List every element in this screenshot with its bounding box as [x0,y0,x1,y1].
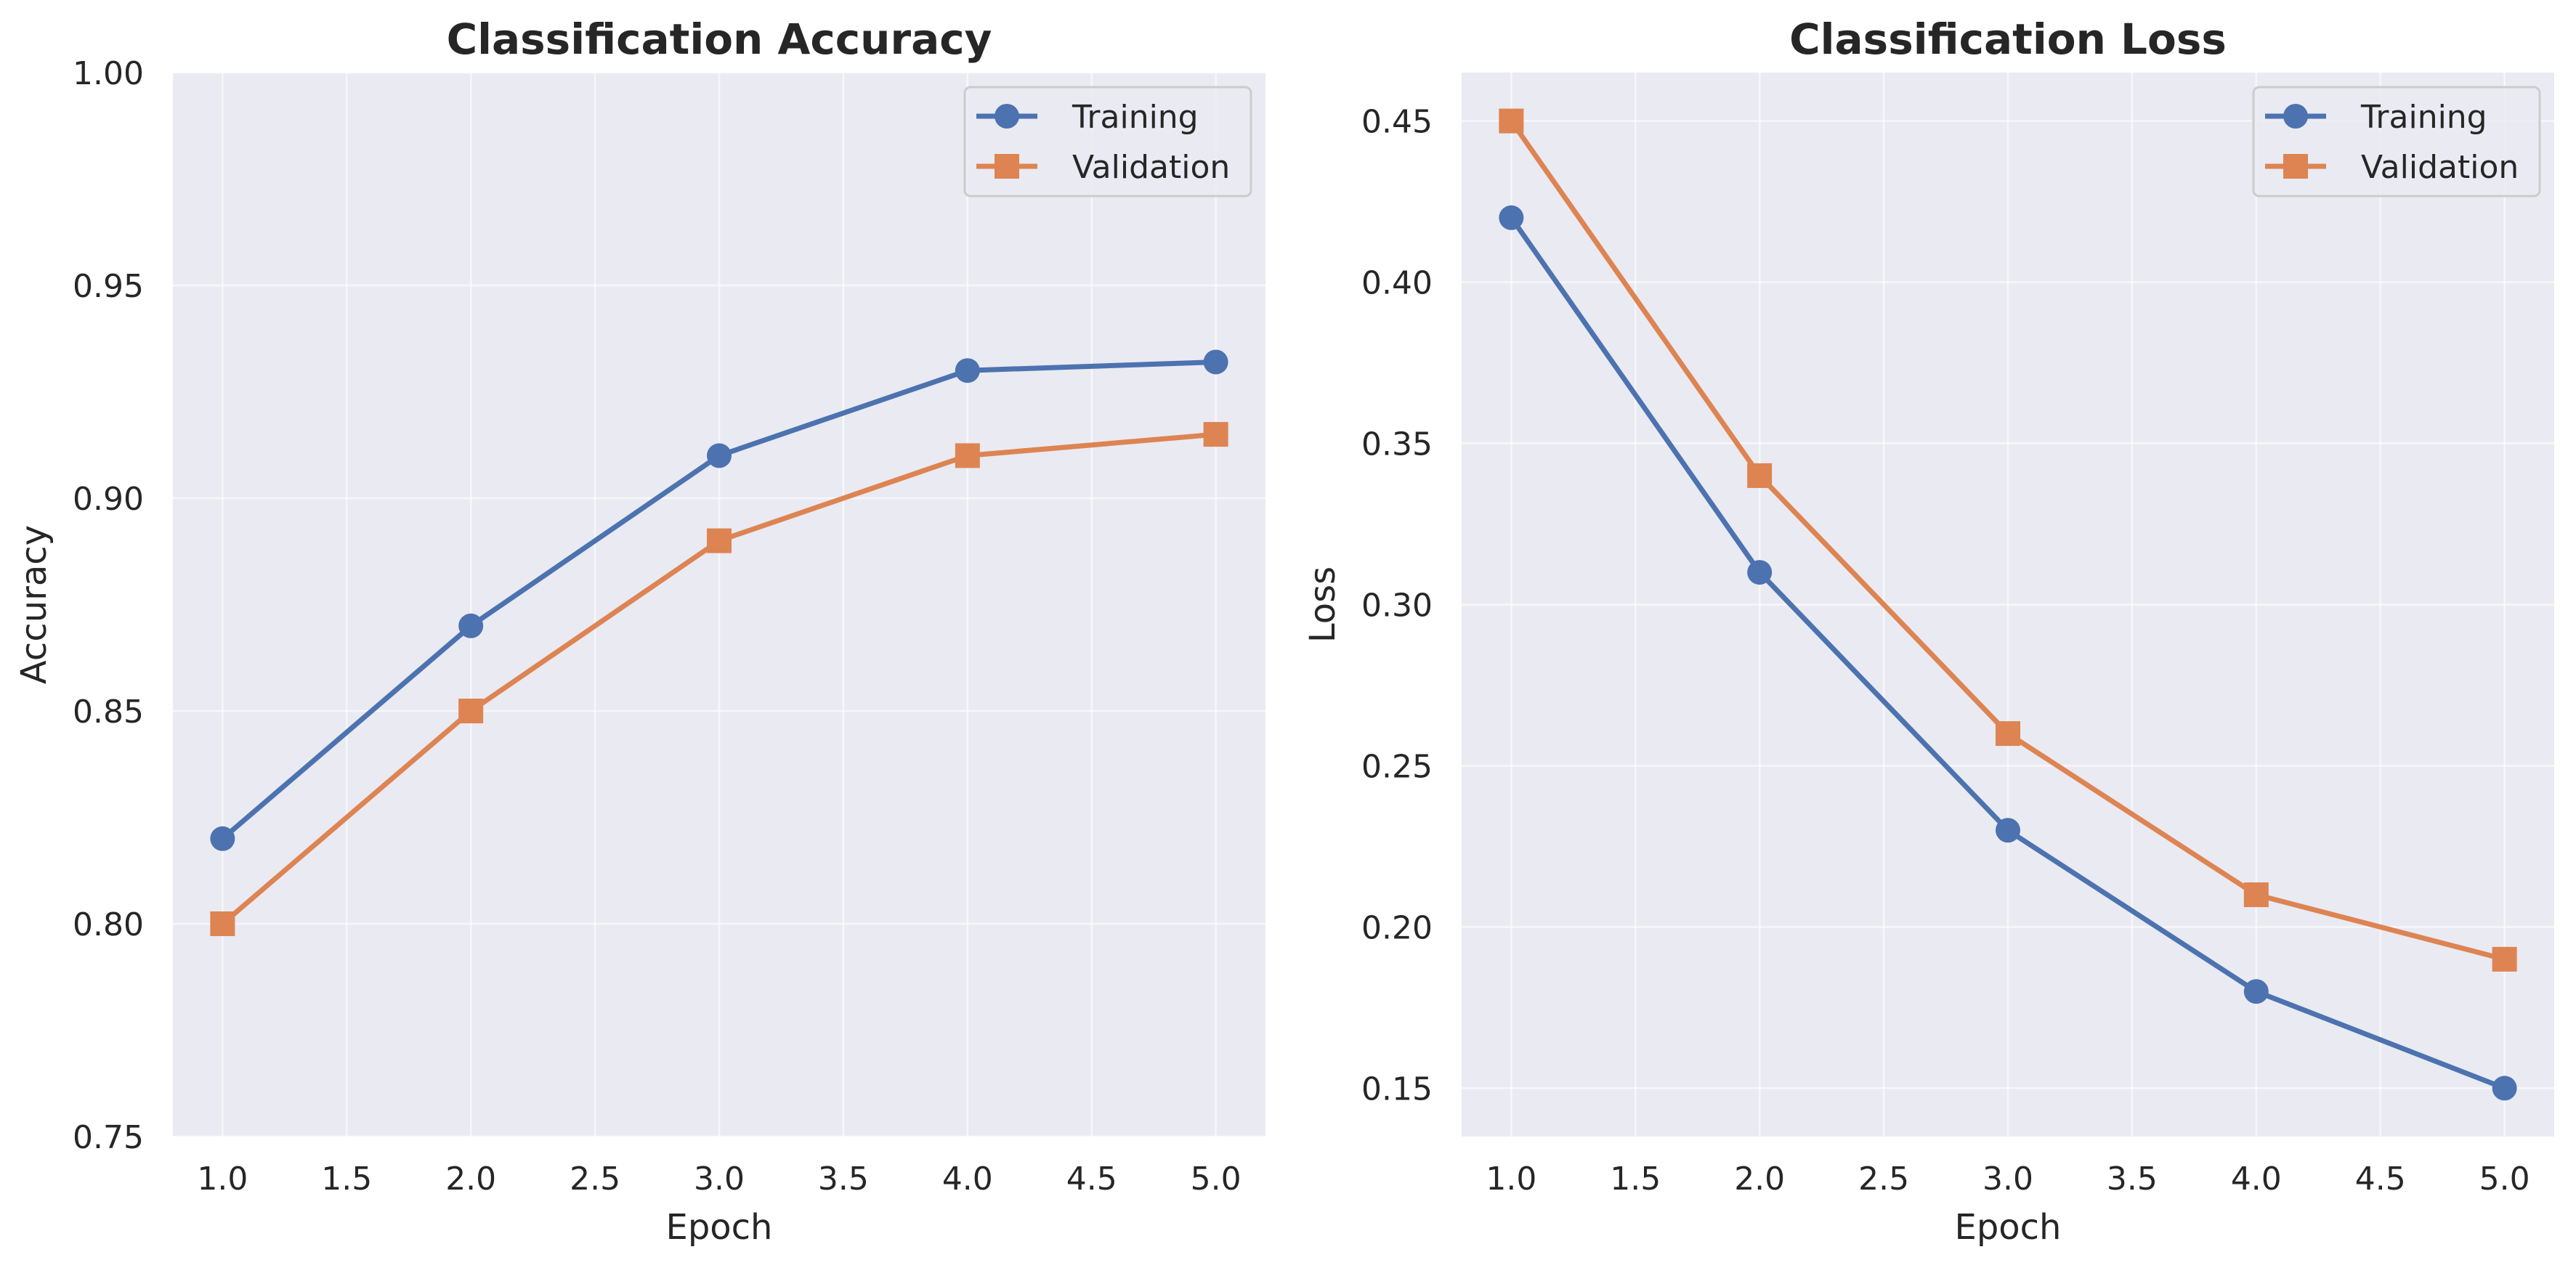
loss-y-tick-label: 0.45 [1361,104,1433,141]
loss-x-tick-label: 2.5 [1858,1161,1909,1198]
loss-x-tick-label: 3.0 [1982,1161,2033,1198]
loss-y-tick-label: 0.15 [1361,1070,1433,1108]
legend-validation-label: Validation [2361,149,2519,186]
loss-x-tick-label: 5.0 [2479,1161,2530,1198]
loss-validation-point [1996,721,2020,747]
loss-training-point [2492,1076,2517,1101]
accuracy-x-tick-label: 1.0 [197,1161,248,1198]
accuracy-series [210,349,1228,936]
legend-training-marker [995,104,1019,129]
loss-series [1499,108,2517,1101]
loss-y-tick-label: 0.20 [1361,909,1433,946]
loss-x-tick-label: 2.0 [1734,1161,1785,1198]
loss-x-tick-label: 1.0 [1486,1161,1536,1198]
accuracy-grid [173,71,1265,1138]
accuracy-validation-point [707,528,732,553]
loss-training-point [1747,560,1773,585]
accuracy-training-point [707,443,732,468]
accuracy-y-tick-label: 0.95 [73,268,144,305]
accuracy-validation-point [210,911,235,936]
accuracy-training-point [1203,349,1228,375]
accuracy-y-tick-label: 0.80 [73,906,144,943]
accuracy-training-point [458,613,484,638]
accuracy-x-tick-label: 2.0 [445,1161,496,1198]
loss-validation-point [1499,108,1524,134]
accuracy-y-tick-label: 0.75 [73,1119,144,1156]
accuracy-training-point [210,826,235,851]
accuracy-y-tick-label: 0.90 [73,481,144,518]
loss-legend: Training Validation [2252,86,2541,198]
loss-chart-title: Classification Loss [1789,15,2227,64]
legend-validation-marker [995,154,1019,179]
accuracy-legend: Training Validation [963,86,1252,198]
loss-x-tick-label: 1.5 [1610,1161,1661,1198]
accuracy-validation-point [1203,422,1228,447]
loss-y-tick-label: 0.30 [1361,588,1433,625]
accuracy-y-tick-label: 0.85 [73,694,144,731]
accuracy-training-point [955,358,980,383]
accuracy-x-tick-label: 3.5 [818,1161,869,1198]
loss-validation-point [2243,882,2269,908]
loss-chart-panel: 1.0 1.5 2.0 2.5 3.0 3.5 4.0 4.5 5.0 0.15 0.20 0.25… [1303,15,2554,1248]
loss-y-axis-label: Loss [1303,566,1343,643]
loss-x-tick-label: 3.5 [2107,1161,2158,1198]
accuracy-y-axis-label: Accuracy [14,525,54,684]
loss-x-ticks: 1.0 1.5 2.0 2.5 3.0 3.5 4.0 4.5 5.0 [1486,1161,2530,1198]
accuracy-x-tick-label: 4.0 [942,1161,993,1198]
accuracy-x-ticks: 1.0 1.5 2.0 2.5 3.0 3.5 4.0 4.5 5.0 [197,1161,1241,1198]
accuracy-chart-title: Classification Accuracy [447,15,992,64]
loss-validation-point [1747,463,1773,488]
accuracy-x-axis-label: Epoch [666,1207,773,1248]
loss-y-tick-label: 0.35 [1361,426,1433,463]
accuracy-x-tick-label: 2.5 [570,1161,620,1198]
accuracy-validation-point [955,443,980,468]
legend-validation-marker [2283,154,2308,179]
accuracy-x-tick-label: 3.0 [694,1161,745,1198]
loss-y-tick-label: 0.25 [1361,748,1433,785]
loss-x-tick-label: 4.0 [2231,1161,2282,1198]
accuracy-x-tick-label: 1.5 [321,1161,372,1198]
accuracy-x-tick-label: 4.5 [1066,1161,1117,1198]
legend-training-marker [2283,104,2308,129]
accuracy-validation-point [458,699,484,723]
accuracy-chart-panel: 1.0 1.5 2.0 2.5 3.0 3.5 4.0 4.5 5.0 0.75 0.80 0.85… [14,15,1265,1248]
loss-x-axis-label: Epoch [1955,1207,2062,1248]
loss-training-point [1996,818,2020,843]
legend-training-label: Training [1072,99,1199,136]
loss-y-tick-label: 0.40 [1361,265,1433,302]
accuracy-x-tick-label: 5.0 [1191,1161,1242,1198]
legend-training-label: Training [2360,99,2487,136]
loss-x-tick-label: 4.5 [2355,1161,2406,1198]
legend-validation-label: Validation [1072,149,1230,186]
loss-training-point [2243,979,2269,1004]
loss-y-ticks: 0.15 0.20 0.25 0.30 0.35 0.40 0.45 [1361,104,1433,1108]
accuracy-y-ticks: 0.75 0.80 0.85 0.90 0.95 1.00 [73,55,144,1156]
accuracy-y-tick-label: 1.00 [73,55,144,92]
loss-training-point [1499,205,1524,230]
loss-validation-point [2492,946,2517,972]
